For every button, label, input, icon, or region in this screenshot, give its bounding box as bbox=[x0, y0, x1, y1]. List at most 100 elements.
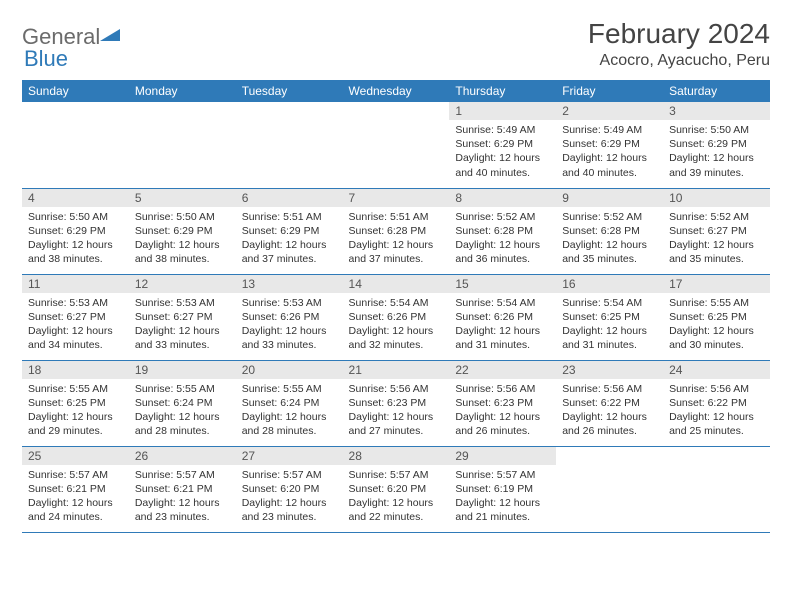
day-header: Tuesday bbox=[236, 80, 343, 102]
sunset-text: Sunset: 6:27 PM bbox=[669, 224, 764, 238]
calendar-week-row: 1Sunrise: 5:49 AMSunset: 6:29 PMDaylight… bbox=[22, 102, 770, 188]
sunset-text: Sunset: 6:27 PM bbox=[135, 310, 230, 324]
sunrise-text: Sunrise: 5:54 AM bbox=[349, 296, 444, 310]
sunset-text: Sunset: 6:25 PM bbox=[28, 396, 123, 410]
day-number: 15 bbox=[449, 275, 556, 293]
calendar-week-row: 25Sunrise: 5:57 AMSunset: 6:21 PMDayligh… bbox=[22, 446, 770, 532]
day-number: 22 bbox=[449, 361, 556, 379]
day-number: 17 bbox=[663, 275, 770, 293]
brand-triangle-icon bbox=[100, 27, 120, 48]
calendar-day-cell: 12Sunrise: 5:53 AMSunset: 6:27 PMDayligh… bbox=[129, 274, 236, 360]
sunrise-text: Sunrise: 5:52 AM bbox=[562, 210, 657, 224]
day-info: Sunrise: 5:54 AMSunset: 6:26 PMDaylight:… bbox=[343, 293, 450, 357]
sunset-text: Sunset: 6:21 PM bbox=[135, 482, 230, 496]
day-info: Sunrise: 5:50 AMSunset: 6:29 PMDaylight:… bbox=[22, 207, 129, 271]
calendar-table: Sunday Monday Tuesday Wednesday Thursday… bbox=[22, 80, 770, 533]
day-info: Sunrise: 5:51 AMSunset: 6:28 PMDaylight:… bbox=[343, 207, 450, 271]
sunrise-text: Sunrise: 5:55 AM bbox=[28, 382, 123, 396]
sunrise-text: Sunrise: 5:57 AM bbox=[349, 468, 444, 482]
calendar-day-cell: 26Sunrise: 5:57 AMSunset: 6:21 PMDayligh… bbox=[129, 446, 236, 532]
sunset-text: Sunset: 6:25 PM bbox=[669, 310, 764, 324]
daylight-text: Daylight: 12 hours and 31 minutes. bbox=[562, 324, 657, 352]
calendar-day-cell: 28Sunrise: 5:57 AMSunset: 6:20 PMDayligh… bbox=[343, 446, 450, 532]
day-info: Sunrise: 5:55 AMSunset: 6:25 PMDaylight:… bbox=[663, 293, 770, 357]
daylight-text: Daylight: 12 hours and 23 minutes. bbox=[135, 496, 230, 524]
day-info: Sunrise: 5:57 AMSunset: 6:21 PMDaylight:… bbox=[129, 465, 236, 529]
calendar-day-cell: 25Sunrise: 5:57 AMSunset: 6:21 PMDayligh… bbox=[22, 446, 129, 532]
sunset-text: Sunset: 6:29 PM bbox=[562, 137, 657, 151]
calendar-day-cell: 17Sunrise: 5:55 AMSunset: 6:25 PMDayligh… bbox=[663, 274, 770, 360]
calendar-week-row: 4Sunrise: 5:50 AMSunset: 6:29 PMDaylight… bbox=[22, 188, 770, 274]
day-number: 1 bbox=[449, 102, 556, 120]
daylight-text: Daylight: 12 hours and 36 minutes. bbox=[455, 238, 550, 266]
day-number: 16 bbox=[556, 275, 663, 293]
daylight-text: Daylight: 12 hours and 22 minutes. bbox=[349, 496, 444, 524]
sunset-text: Sunset: 6:22 PM bbox=[669, 396, 764, 410]
day-info: Sunrise: 5:52 AMSunset: 6:27 PMDaylight:… bbox=[663, 207, 770, 271]
daylight-text: Daylight: 12 hours and 34 minutes. bbox=[28, 324, 123, 352]
calendar-day-cell: 10Sunrise: 5:52 AMSunset: 6:27 PMDayligh… bbox=[663, 188, 770, 274]
day-number: 2 bbox=[556, 102, 663, 120]
day-number: 12 bbox=[129, 275, 236, 293]
day-info: Sunrise: 5:56 AMSunset: 6:22 PMDaylight:… bbox=[663, 379, 770, 443]
sunset-text: Sunset: 6:21 PM bbox=[28, 482, 123, 496]
calendar-day-cell: 21Sunrise: 5:56 AMSunset: 6:23 PMDayligh… bbox=[343, 360, 450, 446]
daylight-text: Daylight: 12 hours and 31 minutes. bbox=[455, 324, 550, 352]
day-info: Sunrise: 5:57 AMSunset: 6:19 PMDaylight:… bbox=[449, 465, 556, 529]
sunset-text: Sunset: 6:23 PM bbox=[455, 396, 550, 410]
sunrise-text: Sunrise: 5:56 AM bbox=[455, 382, 550, 396]
daylight-text: Daylight: 12 hours and 38 minutes. bbox=[28, 238, 123, 266]
sunset-text: Sunset: 6:27 PM bbox=[28, 310, 123, 324]
sunset-text: Sunset: 6:23 PM bbox=[349, 396, 444, 410]
day-number: 29 bbox=[449, 447, 556, 465]
day-info: Sunrise: 5:49 AMSunset: 6:29 PMDaylight:… bbox=[449, 120, 556, 184]
day-number: 9 bbox=[556, 189, 663, 207]
calendar-empty-cell bbox=[129, 102, 236, 188]
sunset-text: Sunset: 6:29 PM bbox=[669, 137, 764, 151]
day-info: Sunrise: 5:56 AMSunset: 6:23 PMDaylight:… bbox=[449, 379, 556, 443]
daylight-text: Daylight: 12 hours and 37 minutes. bbox=[349, 238, 444, 266]
day-number: 4 bbox=[22, 189, 129, 207]
day-number: 10 bbox=[663, 189, 770, 207]
calendar-day-cell: 4Sunrise: 5:50 AMSunset: 6:29 PMDaylight… bbox=[22, 188, 129, 274]
day-info: Sunrise: 5:50 AMSunset: 6:29 PMDaylight:… bbox=[663, 120, 770, 184]
calendar-day-cell: 19Sunrise: 5:55 AMSunset: 6:24 PMDayligh… bbox=[129, 360, 236, 446]
calendar-body: 1Sunrise: 5:49 AMSunset: 6:29 PMDaylight… bbox=[22, 102, 770, 532]
sunrise-text: Sunrise: 5:49 AM bbox=[562, 123, 657, 137]
day-number: 8 bbox=[449, 189, 556, 207]
sunset-text: Sunset: 6:29 PM bbox=[135, 224, 230, 238]
daylight-text: Daylight: 12 hours and 26 minutes. bbox=[562, 410, 657, 438]
day-info: Sunrise: 5:57 AMSunset: 6:21 PMDaylight:… bbox=[22, 465, 129, 529]
calendar-empty-cell bbox=[236, 102, 343, 188]
daylight-text: Daylight: 12 hours and 33 minutes. bbox=[135, 324, 230, 352]
calendar-day-cell: 18Sunrise: 5:55 AMSunset: 6:25 PMDayligh… bbox=[22, 360, 129, 446]
day-info: Sunrise: 5:53 AMSunset: 6:26 PMDaylight:… bbox=[236, 293, 343, 357]
calendar-day-cell: 16Sunrise: 5:54 AMSunset: 6:25 PMDayligh… bbox=[556, 274, 663, 360]
calendar-empty-cell bbox=[556, 446, 663, 532]
sunrise-text: Sunrise: 5:50 AM bbox=[669, 123, 764, 137]
day-number: 24 bbox=[663, 361, 770, 379]
day-number: 5 bbox=[129, 189, 236, 207]
sunrise-text: Sunrise: 5:53 AM bbox=[242, 296, 337, 310]
day-number: 27 bbox=[236, 447, 343, 465]
calendar-day-cell: 27Sunrise: 5:57 AMSunset: 6:20 PMDayligh… bbox=[236, 446, 343, 532]
day-number: 13 bbox=[236, 275, 343, 293]
sunrise-text: Sunrise: 5:57 AM bbox=[28, 468, 123, 482]
daylight-text: Daylight: 12 hours and 24 minutes. bbox=[28, 496, 123, 524]
day-header: Sunday bbox=[22, 80, 129, 102]
day-info: Sunrise: 5:53 AMSunset: 6:27 PMDaylight:… bbox=[22, 293, 129, 357]
sunrise-text: Sunrise: 5:53 AM bbox=[28, 296, 123, 310]
daylight-text: Daylight: 12 hours and 23 minutes. bbox=[242, 496, 337, 524]
sunrise-text: Sunrise: 5:52 AM bbox=[455, 210, 550, 224]
location-subtitle: Acocro, Ayacucho, Peru bbox=[588, 52, 770, 70]
sunset-text: Sunset: 6:28 PM bbox=[455, 224, 550, 238]
sunrise-text: Sunrise: 5:54 AM bbox=[455, 296, 550, 310]
sunset-text: Sunset: 6:29 PM bbox=[242, 224, 337, 238]
calendar-day-cell: 20Sunrise: 5:55 AMSunset: 6:24 PMDayligh… bbox=[236, 360, 343, 446]
calendar-day-cell: 11Sunrise: 5:53 AMSunset: 6:27 PMDayligh… bbox=[22, 274, 129, 360]
day-header: Saturday bbox=[663, 80, 770, 102]
day-header: Wednesday bbox=[343, 80, 450, 102]
sunrise-text: Sunrise: 5:54 AM bbox=[562, 296, 657, 310]
day-number: 14 bbox=[343, 275, 450, 293]
sunset-text: Sunset: 6:20 PM bbox=[242, 482, 337, 496]
